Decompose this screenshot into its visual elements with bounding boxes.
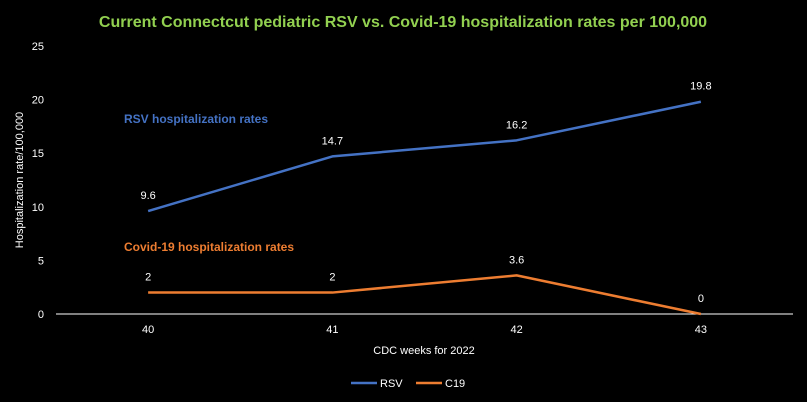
chart-title: Current Connectcut pediatric RSV vs. Cov… (99, 14, 707, 31)
rsv-annotation: RSV hospitalization rates (124, 112, 268, 126)
legend: RSV C19 (351, 378, 465, 390)
series-layer: 9.6 14.7 16.2 19.8 2 2 3.6 0 (140, 81, 712, 316)
legend-c19-label: C19 (445, 378, 465, 390)
rsv-data-label: 19.8 (690, 81, 711, 93)
x-axis-ticks: 40 41 42 43 (142, 324, 707, 336)
x-tick-label: 40 (142, 324, 154, 336)
c19-data-label: 3.6 (509, 254, 524, 266)
c19-data-label: 0 (698, 293, 704, 305)
y-axis-ticks: 0 5 10 15 20 25 (32, 41, 44, 321)
y-tick-label: 0 (38, 309, 44, 321)
x-tick-label: 41 (326, 324, 338, 336)
y-tick-label: 15 (32, 148, 44, 160)
y-tick-label: 10 (32, 202, 44, 214)
c19-annotation: Covid-19 hospitalization rates (124, 240, 294, 254)
rsv-data-label: 14.7 (322, 135, 343, 147)
legend-rsv-label: RSV (380, 378, 403, 390)
x-tick-label: 43 (695, 324, 707, 336)
y-tick-label: 5 (38, 255, 44, 267)
x-tick-label: 42 (511, 324, 523, 336)
y-tick-label: 20 (32, 95, 44, 107)
rsv-data-label: 16.2 (506, 119, 527, 131)
c19-data-label: 2 (329, 272, 335, 284)
c19-series-line (148, 274, 702, 316)
c19-data-label: 2 (145, 272, 151, 284)
rsv-series-line (147, 100, 702, 213)
rsv-data-label: 9.6 (140, 190, 155, 202)
y-axis-label: Hospitalization rate/100,000 (14, 112, 26, 248)
y-tick-label: 25 (32, 41, 44, 53)
x-axis-label: CDC weeks for 2022 (373, 345, 475, 357)
